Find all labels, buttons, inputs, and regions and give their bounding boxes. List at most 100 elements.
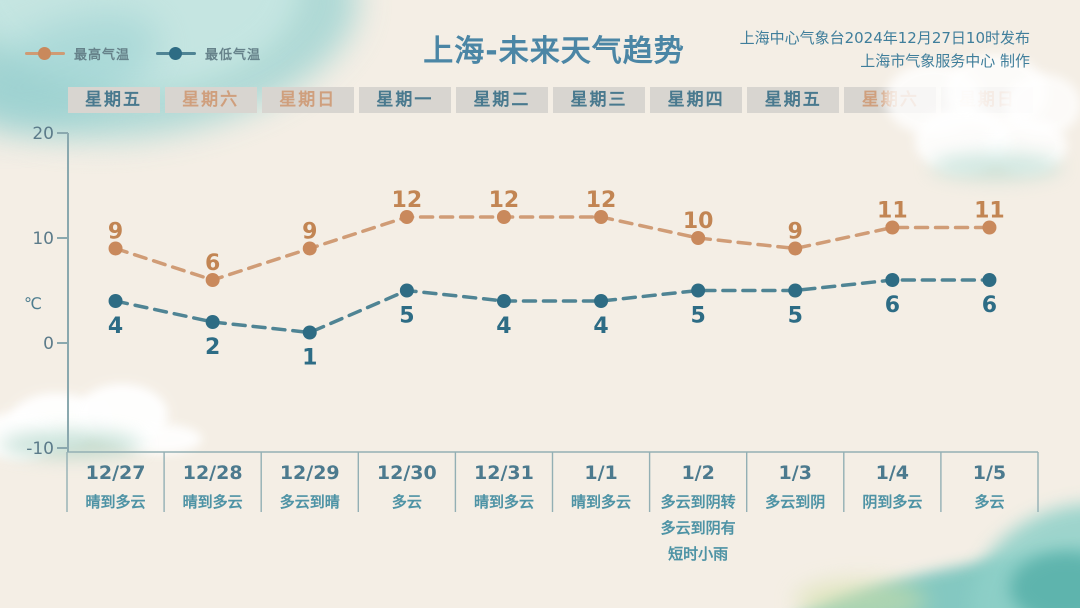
weather-cell: 晴到多云 xyxy=(571,493,631,511)
date-cell: 1/2 xyxy=(681,462,714,484)
weather-cell: 多云到晴 xyxy=(280,493,340,511)
value-label: 4 xyxy=(108,314,123,339)
weekday-cell: 星期五 xyxy=(67,87,160,113)
data-point xyxy=(108,294,123,308)
data-point xyxy=(302,241,317,256)
cloud-topright-icon xyxy=(915,108,1011,174)
cloud-left-icon xyxy=(0,412,60,460)
y-axis: 20 10 0 -10 ℃ xyxy=(24,124,69,459)
date-cell: 12/31 xyxy=(474,462,534,484)
weather-cell: 晴到多云 xyxy=(183,493,243,511)
data-point xyxy=(885,220,900,235)
weekday-cell: 星期五 xyxy=(747,87,840,113)
legend-low-label: 最低气温 xyxy=(205,48,262,63)
weather-cell: 阴到多云 xyxy=(862,493,922,511)
value-label: 5 xyxy=(399,304,414,329)
weather-cell: 多云 xyxy=(392,493,422,511)
weather-cell: 多云到阴 xyxy=(765,493,825,511)
date-cell: 12/27 xyxy=(86,462,146,484)
weather-cell: 多云 xyxy=(974,493,1004,511)
value-label: 6 xyxy=(205,251,220,276)
weekday-cell: 星期三 xyxy=(553,87,646,113)
weekday-cell: 星期六 xyxy=(164,87,257,113)
value-label: 11 xyxy=(877,199,908,224)
value-label: 4 xyxy=(496,314,511,339)
issue-info-line2: 上海市气象服务中心 制作 xyxy=(860,52,1030,70)
forecast-table: 12/27 晴到多云 12/28 晴到多云 12/29 多云到晴 12/30 多云 12/31 晴… xyxy=(66,451,1039,563)
watercolor-mountain-peak xyxy=(955,485,1080,608)
value-label: 10 xyxy=(683,209,714,234)
date-cell: 12/28 xyxy=(183,462,243,484)
value-label: 11 xyxy=(974,199,1005,224)
watercolor-mountain-highlight xyxy=(795,580,927,608)
data-point xyxy=(205,315,220,329)
data-point xyxy=(982,220,997,235)
weather-cell: 多云到阴转 xyxy=(661,493,736,511)
data-point xyxy=(982,273,997,287)
weekday-cell: 星期一 xyxy=(358,87,451,113)
date-cell: 12/30 xyxy=(377,462,437,484)
data-point xyxy=(108,241,123,256)
watercolor-mountain-bottomright xyxy=(755,531,1080,608)
y-tick-label: 20 xyxy=(32,124,54,144)
weekday-cell: 星期日 xyxy=(261,87,354,113)
low-temp-marker-icon xyxy=(156,47,197,60)
cloud-left-shadow xyxy=(0,431,142,458)
value-label: 2 xyxy=(205,335,220,360)
date-cell: 1/1 xyxy=(584,462,617,484)
weather-cell: 短时小雨 xyxy=(668,545,728,563)
value-label: 5 xyxy=(690,304,705,329)
value-label: 1 xyxy=(302,346,317,371)
legend-high-label: 最高气温 xyxy=(74,48,131,63)
date-cell: 1/4 xyxy=(876,462,909,484)
value-label: 12 xyxy=(586,188,617,213)
issue-info: 上海中心气象台2024年12月27日10时发布 上海市气象服务中心 制作 xyxy=(740,27,1030,73)
legend-item-high: 最高气温 xyxy=(25,44,130,63)
cloud-left-icon xyxy=(76,384,168,446)
data-point xyxy=(885,273,900,287)
cloud-topright-shadow xyxy=(930,153,1062,180)
data-point xyxy=(496,294,511,308)
value-label: 9 xyxy=(108,220,123,245)
watercolor-topleft-wash xyxy=(0,0,375,168)
data-point xyxy=(205,273,220,287)
high-temp-marker-icon xyxy=(25,47,65,60)
cloud-left-icon xyxy=(118,424,202,454)
legend: 最高气温 最低气温 xyxy=(25,44,261,63)
value-label: 6 xyxy=(982,293,997,318)
date-cell: 1/3 xyxy=(779,462,812,484)
value-label: 6 xyxy=(885,293,900,318)
low-temp-series: 4 2 1 5 4 4 5 5 6 6 xyxy=(108,273,997,371)
y-tick-label: 0 xyxy=(43,334,54,354)
y-tick-label: -10 xyxy=(26,439,54,459)
data-point xyxy=(691,283,706,298)
high-temp-series: 9 6 9 12 12 12 10 9 11 11 xyxy=(108,188,1005,287)
weekday-cell: 星期六 xyxy=(844,87,937,113)
value-label: 9 xyxy=(788,220,803,245)
page-title: 上海-未来天气趋势 xyxy=(423,34,685,69)
data-point xyxy=(399,210,414,224)
value-label: 4 xyxy=(593,314,608,339)
issue-info-line1: 上海中心气象台2024年12月27日10时发布 xyxy=(739,29,1030,47)
weekday-cell: 星期日 xyxy=(941,87,1034,113)
value-label: 5 xyxy=(788,304,803,329)
data-point xyxy=(788,283,803,298)
date-cell: 1/5 xyxy=(973,462,1006,484)
weather-cell: 多云到阴有 xyxy=(661,519,736,537)
data-point xyxy=(302,325,317,340)
value-label: 9 xyxy=(302,220,317,245)
data-point xyxy=(691,231,706,245)
y-tick-label: 10 xyxy=(32,229,54,249)
data-point xyxy=(594,210,609,224)
legend-item-low: 最低气温 xyxy=(156,44,261,63)
data-point xyxy=(594,294,609,308)
watercolor-mountain-dark xyxy=(1010,552,1080,608)
cloud-left-icon xyxy=(10,393,102,449)
data-point xyxy=(788,241,803,256)
value-label: 12 xyxy=(489,188,520,213)
watercolor-topleft-streak xyxy=(0,0,176,156)
cloud-topright-icon xyxy=(985,118,1067,174)
data-point xyxy=(496,210,511,224)
weather-cell: 晴到多云 xyxy=(86,493,146,511)
